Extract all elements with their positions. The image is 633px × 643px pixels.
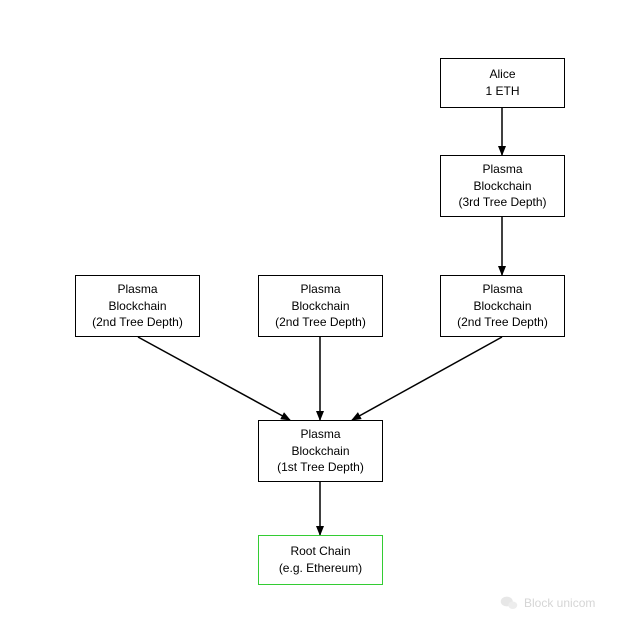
node-plasma1-line3: (1st Tree Depth) (277, 459, 364, 476)
node-plasma-2nd-depth-c: Plasma Blockchain (2nd Tree Depth) (440, 275, 565, 337)
watermark-text: Block unicom (524, 596, 595, 610)
node-plasma3-line2: Blockchain (473, 178, 531, 195)
node-alice-line1: Alice (489, 66, 515, 83)
edge-plasma2c-to-plasma1 (352, 337, 502, 420)
node-plasma2a-line2: Blockchain (108, 298, 166, 315)
node-plasma2a-line1: Plasma (117, 281, 157, 298)
wechat-icon (500, 595, 518, 611)
node-plasma1-line1: Plasma (300, 426, 340, 443)
node-plasma2c-line1: Plasma (482, 281, 522, 298)
node-root-line1: Root Chain (290, 543, 350, 560)
edge-plasma2a-to-plasma1 (138, 337, 290, 420)
node-alice: Alice 1 ETH (440, 58, 565, 108)
node-plasma2c-line2: Blockchain (473, 298, 531, 315)
watermark: Block unicom (500, 595, 595, 611)
node-root-line2: (e.g. Ethereum) (279, 560, 362, 577)
node-plasma-1st-depth: Plasma Blockchain (1st Tree Depth) (258, 420, 383, 482)
node-plasma-3rd-depth: Plasma Blockchain (3rd Tree Depth) (440, 155, 565, 217)
node-plasma-2nd-depth-b: Plasma Blockchain (2nd Tree Depth) (258, 275, 383, 337)
node-plasma1-line2: Blockchain (291, 443, 349, 460)
node-plasma2b-line1: Plasma (300, 281, 340, 298)
node-plasma2c-line3: (2nd Tree Depth) (457, 314, 548, 331)
node-plasma2b-line2: Blockchain (291, 298, 349, 315)
node-plasma2a-line3: (2nd Tree Depth) (92, 314, 183, 331)
node-plasma3-line1: Plasma (482, 161, 522, 178)
node-plasma-2nd-depth-a: Plasma Blockchain (2nd Tree Depth) (75, 275, 200, 337)
node-plasma2b-line3: (2nd Tree Depth) (275, 314, 366, 331)
node-alice-line2: 1 ETH (485, 83, 519, 100)
node-root-chain: Root Chain (e.g. Ethereum) (258, 535, 383, 585)
node-plasma3-line3: (3rd Tree Depth) (458, 194, 546, 211)
